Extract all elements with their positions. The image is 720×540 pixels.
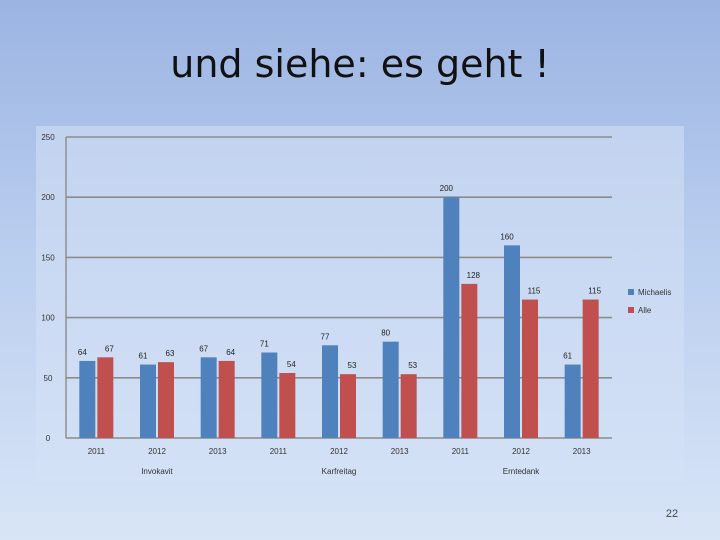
bar-michaelis (322, 345, 338, 438)
legend-label: Michaelis (638, 288, 671, 297)
x-tick-label: 2012 (330, 447, 348, 456)
data-label: 64 (78, 348, 87, 357)
data-label: 71 (260, 340, 269, 349)
group-label: Karfreitag (322, 467, 357, 476)
y-tick-label: 0 (46, 434, 51, 443)
data-label: 67 (199, 344, 208, 353)
x-tick-label: 2013 (573, 447, 591, 456)
data-label: 115 (588, 287, 601, 296)
data-label: 80 (381, 329, 390, 338)
bar-alle (461, 283, 478, 438)
legend-label: Alle (638, 306, 652, 315)
x-tick-label: 2012 (512, 447, 530, 456)
data-label: 54 (287, 360, 296, 369)
data-label: 63 (166, 349, 175, 358)
data-label: 160 (500, 232, 514, 241)
group-label: Erntedank (503, 467, 540, 476)
data-label: 67 (105, 344, 114, 353)
y-tick-label: 150 (41, 253, 55, 262)
bar-michaelis (443, 197, 460, 438)
x-tick-label: 2011 (88, 447, 106, 456)
bar-alle (158, 362, 174, 438)
y-tick-label: 200 (41, 193, 55, 202)
bar-michaelis (140, 364, 156, 438)
y-tick-label: 250 (41, 133, 55, 142)
chart-panel: 0 50 100 150 200 250 64 67 2011 61 63 2012 67 64 2013 7… (36, 126, 684, 481)
data-label: 64 (226, 348, 235, 357)
bar-alle (340, 374, 356, 438)
data-label: 53 (348, 361, 357, 370)
data-label: 61 (139, 352, 148, 361)
bar-alle (400, 374, 417, 438)
data-label: 61 (563, 352, 572, 361)
bar-michaelis (200, 357, 217, 438)
bar-alle (279, 372, 296, 438)
x-tick-label: 2013 (209, 447, 227, 456)
data-label: 77 (321, 332, 330, 341)
bar-michaelis (261, 352, 278, 438)
bar-alle (218, 360, 235, 438)
legend-swatch (628, 289, 634, 295)
bar-michaelis (564, 364, 581, 438)
bar-alle (582, 299, 599, 438)
bar-michaelis (382, 341, 399, 438)
bar-michaelis (504, 245, 520, 438)
bar-alle (97, 357, 114, 438)
legend-swatch (628, 307, 634, 313)
data-label: 200 (440, 184, 454, 193)
y-tick-label: 100 (41, 314, 55, 323)
bar-alle (522, 299, 538, 438)
x-tick-label: 2011 (452, 447, 470, 456)
data-label: 128 (467, 271, 481, 280)
bar-michaelis (79, 360, 96, 438)
bar-chart: 0 50 100 150 200 250 64 67 2011 61 63 2012 67 64 2013 7… (41, 133, 671, 476)
slide-title: und siehe: es geht ! (170, 42, 550, 86)
x-tick-label: 2011 (270, 447, 288, 456)
x-tick-label: 2012 (148, 447, 166, 456)
group-label: Invokavit (141, 467, 173, 476)
page-number: 22 (665, 508, 679, 520)
y-tick-label: 50 (44, 374, 53, 383)
data-label: 115 (528, 287, 541, 296)
data-label: 53 (408, 361, 417, 370)
x-tick-label: 2013 (391, 447, 409, 456)
